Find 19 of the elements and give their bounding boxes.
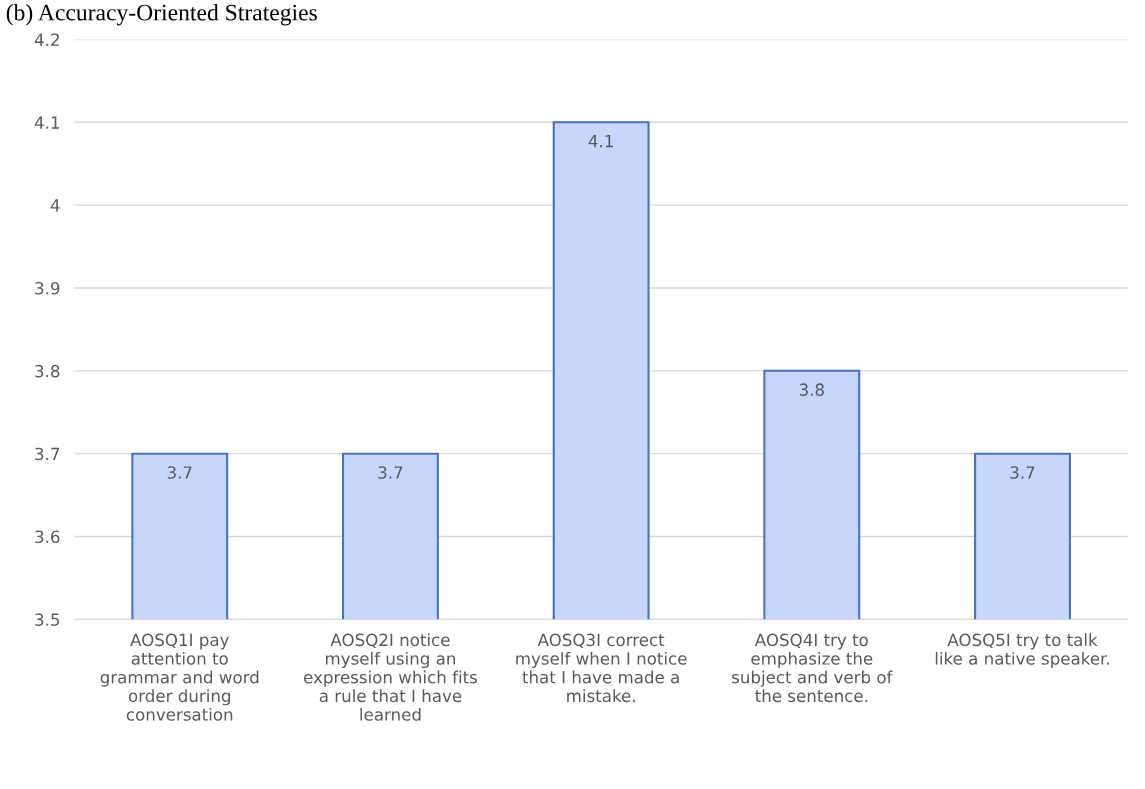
- y-tick-label: 3.9: [35, 281, 60, 295]
- x-tick-label: AOSQ4I try to emphasize the subject and verb of the sentence.: [732, 633, 893, 703]
- chart-title: (b) Accuracy-Oriented Strategies: [6, 3, 317, 26]
- y-tick-label: 4: [50, 199, 60, 212]
- data-label: 3.7: [167, 466, 192, 479]
- data-label: 4.1: [588, 135, 613, 148]
- y-tick-label: 3.5: [35, 613, 60, 626]
- y-tick-label: 4.1: [34, 116, 59, 129]
- x-tick-label: AOSQ3I correct myself when I notice that I have made a mistake.: [516, 633, 687, 703]
- x-tick-label: AOSQ5I try to talk like a native speaker.: [935, 633, 1109, 669]
- y-tick-label: 3.6: [35, 530, 60, 544]
- y-tick-label: 4.2: [34, 33, 59, 46]
- y-tick-label: 3.8: [35, 364, 60, 378]
- x-tick-label: AOSQ1I pay attention to grammar and word order during conversation: [100, 633, 259, 721]
- x-tick-label: AOSQ2I notice myself using an expression which fits a rule that I have learned: [303, 633, 478, 721]
- y-tick-label: 3.7: [35, 447, 60, 461]
- data-label: 3.8: [799, 383, 824, 396]
- data-label: 3.7: [378, 466, 403, 479]
- data-label: 3.7: [1010, 466, 1035, 479]
